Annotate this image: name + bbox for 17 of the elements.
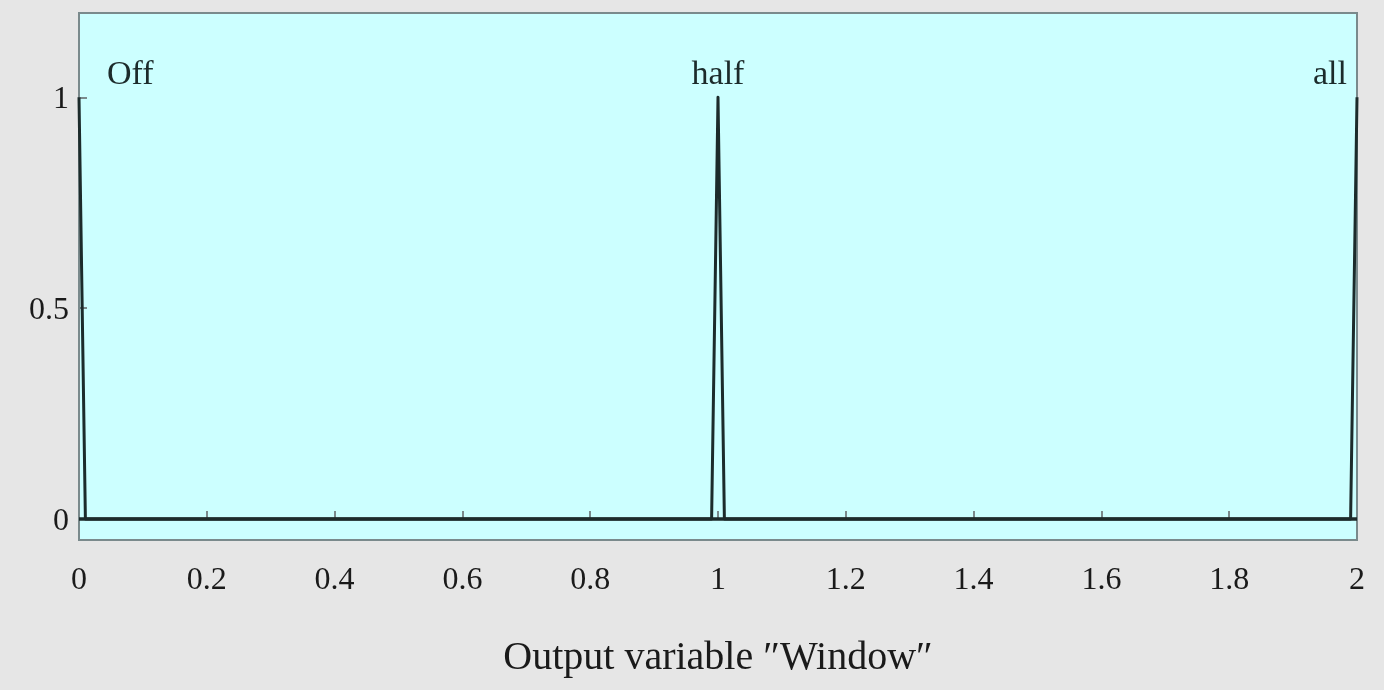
x-tick-label: 1.8 xyxy=(1209,560,1250,596)
series-label: all xyxy=(1313,53,1347,91)
x-tick-label: 2 xyxy=(1349,560,1365,596)
x-tick-label: 1.2 xyxy=(825,560,866,596)
x-tick-label: 1.4 xyxy=(953,560,994,596)
x-tick-label: 1 xyxy=(710,560,726,596)
series-label: half xyxy=(691,53,746,91)
x-axis-title: Output variable ″Window″ xyxy=(503,632,933,678)
x-tick-label: 0.2 xyxy=(186,560,227,596)
series-label: Off xyxy=(107,53,155,91)
x-tick-label: 0.6 xyxy=(442,560,483,596)
x-tick-label: 1.6 xyxy=(1081,560,1122,596)
y-tick-label: 1 xyxy=(53,79,69,116)
y-tick-label: 0.5 xyxy=(29,290,69,327)
x-tick-label: 0.8 xyxy=(570,560,611,596)
x-tick-label: 0.4 xyxy=(314,560,355,596)
y-tick-label: 0 xyxy=(53,500,69,537)
